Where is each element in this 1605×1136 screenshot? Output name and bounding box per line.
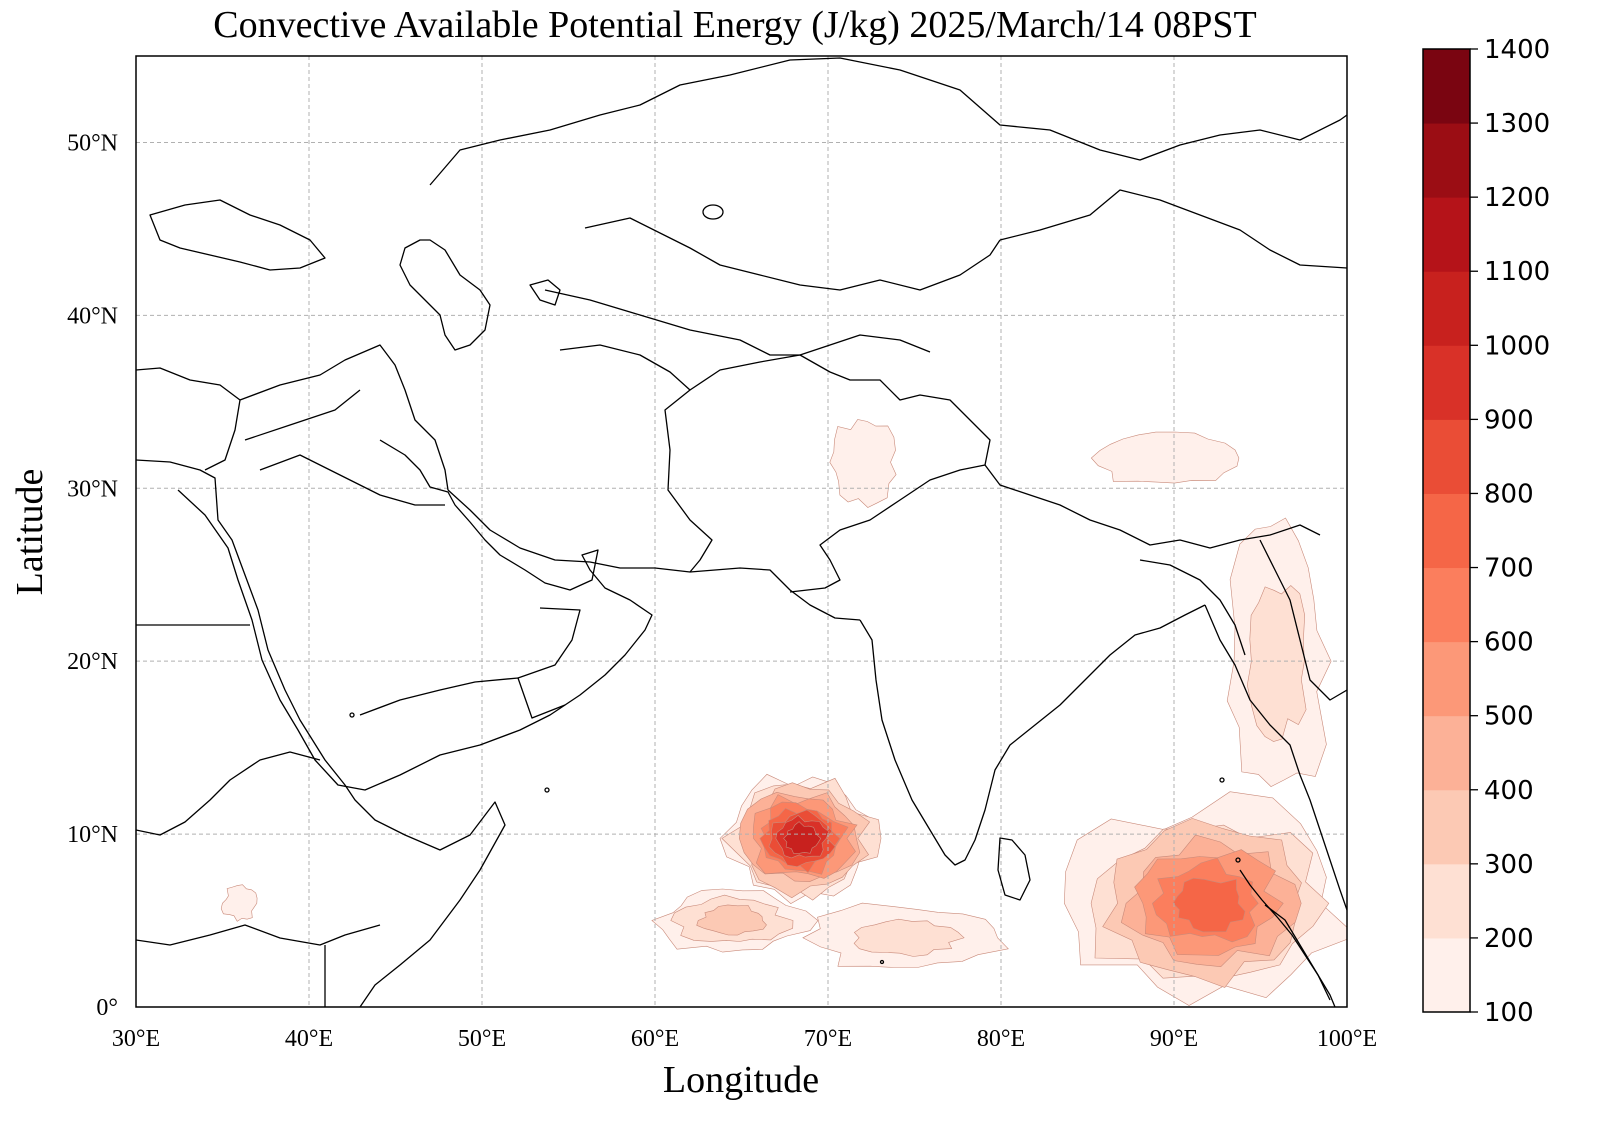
colorbar-band — [1423, 197, 1470, 272]
colorbar-band — [1423, 789, 1470, 865]
lat-tick-label: 30°N — [67, 476, 118, 502]
colorbar-band — [1423, 419, 1470, 494]
lon-tick-label: 50°E — [458, 1026, 506, 1052]
cape-contour — [1090, 431, 1240, 484]
coastlines-borders — [136, 57, 1347, 1007]
colorbar-band — [1423, 493, 1470, 569]
colorbar-tick-label: 800 — [1484, 479, 1534, 509]
colorbar-tick-label: 300 — [1484, 850, 1534, 880]
colorbar-tick-label: 1100 — [1484, 257, 1550, 287]
colorbar-band — [1423, 49, 1470, 124]
lat-tick-label: 50°N — [67, 130, 118, 156]
cape-contour — [696, 904, 767, 936]
colorbar-tick-label: 1300 — [1484, 109, 1550, 139]
colorbar-tick-label: 600 — [1484, 628, 1534, 658]
lon-tick-labels: 30°E 40°E 50°E 60°E 70°E 80°E 90°E 100°E — [112, 1026, 1377, 1052]
colorbar-band — [1423, 641, 1470, 717]
colorbar-tick-label: 900 — [1484, 405, 1534, 435]
lon-tick-label: 40°E — [285, 1026, 333, 1052]
lat-tick-labels: 0° 10°N 20°N 30°N 40°N 50°N — [67, 130, 118, 1021]
lat-tick-label: 0° — [96, 995, 118, 1021]
lon-tick-label: 80°E — [977, 1026, 1025, 1052]
lat-tick-label: 20°N — [67, 649, 118, 675]
colorbar-band — [1423, 345, 1470, 420]
colorbar-band — [1423, 937, 1470, 1013]
colorbar-tick-label: 700 — [1484, 554, 1534, 584]
colorbar-tick-label: 1400 — [1484, 35, 1550, 65]
colorbar-band — [1423, 715, 1470, 791]
colorbar-tick-label: 1200 — [1484, 183, 1550, 213]
chart-title: Convective Available Potential Energy (J… — [213, 4, 1256, 46]
cape-contour — [853, 918, 965, 957]
lon-tick-label: 70°E — [804, 1026, 852, 1052]
lon-tick-label: 30°E — [112, 1026, 160, 1052]
cape-field-layer — [220, 419, 1347, 1006]
colorbar-band — [1423, 567, 1470, 643]
colorbar-band — [1423, 863, 1470, 939]
colorbar-band — [1423, 123, 1470, 198]
colorbar: 100 200 300 400 500 600 700 800 900 1000 1100 1200 1… — [1422, 35, 1550, 1028]
colorbar-tick-label: 100 — [1484, 998, 1534, 1028]
cape-contour — [829, 419, 897, 508]
map-frame — [135, 55, 1348, 1008]
lon-tick-label: 90°E — [1150, 1026, 1198, 1052]
y-axis-label: Latitude — [9, 469, 51, 596]
lon-tick-label: 60°E — [631, 1026, 679, 1052]
colorbar-tick-label: 200 — [1484, 924, 1534, 954]
colorbar-tick-label: 400 — [1484, 776, 1534, 806]
lat-tick-label: 10°N — [67, 822, 118, 848]
cape-contour — [783, 821, 822, 854]
colorbar-frame — [1422, 48, 1471, 1013]
cape-contour — [1246, 585, 1307, 742]
gridlines — [136, 56, 1347, 1007]
lon-tick-label: 100°E — [1317, 1026, 1377, 1052]
x-axis-label: Longitude — [663, 1059, 819, 1101]
lat-tick-label: 40°N — [67, 303, 118, 329]
colorbar-tick-label: 1000 — [1484, 331, 1550, 361]
cape-contour — [220, 884, 258, 922]
colorbar-tick-label: 500 — [1484, 702, 1534, 732]
colorbar-band — [1423, 271, 1470, 346]
cape-contour — [1172, 877, 1246, 933]
